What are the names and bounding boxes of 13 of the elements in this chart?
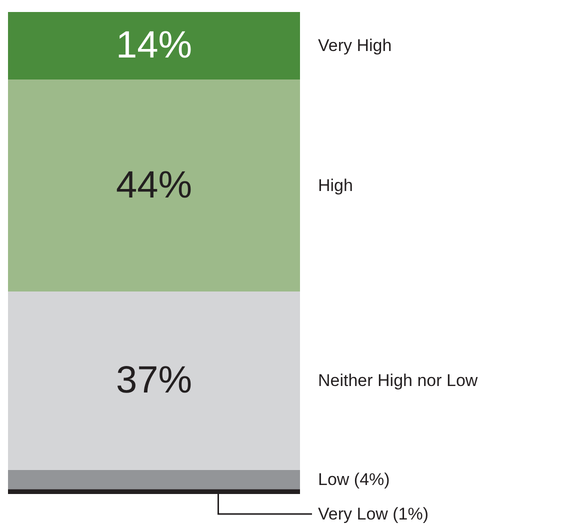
series-label: Very High [318, 36, 392, 56]
bar [8, 79, 300, 292]
series-label: Neither High nor Low [318, 371, 478, 390]
bar [8, 489, 300, 494]
data-label: 44% [116, 164, 192, 207]
series-label: High [318, 176, 353, 196]
bar [8, 292, 300, 470]
bar [8, 470, 300, 490]
data-label: 37% [116, 360, 192, 402]
series-label: Very Low (1%) [318, 504, 429, 524]
bar [8, 12, 300, 80]
series-label: Low (4%) [318, 470, 390, 490]
data-label: 14% [116, 24, 192, 67]
